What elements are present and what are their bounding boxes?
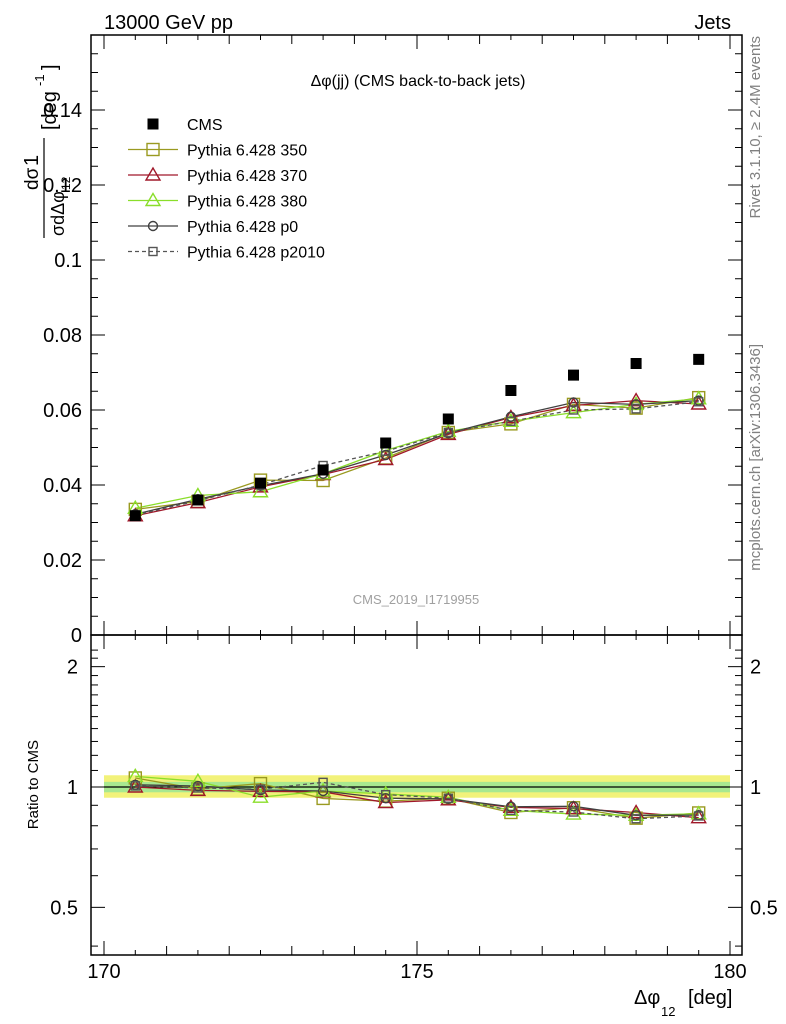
series-4-point (443, 427, 453, 438)
series-2-point (252, 483, 269, 498)
main-series-markers (127, 353, 707, 522)
legend-marker (147, 220, 159, 232)
ratio-y-tick-label: 2 (67, 657, 78, 679)
legend-marker (148, 246, 158, 257)
header-process-label: Jets (694, 12, 731, 34)
series-4-line (135, 401, 699, 516)
x-axis-label: Δφ 12 [deg] (634, 987, 732, 1019)
y-tick-label: 0.06 (43, 400, 82, 422)
series-4-ratio-line (135, 781, 699, 820)
cms-data-point (693, 353, 705, 365)
legend: CMS Pythia 6.428 350 Pythia 6.428 370 Pythi… (128, 117, 325, 262)
series-4-point (506, 416, 516, 426)
series-4-point (694, 397, 704, 407)
series-2-ratio-point (189, 772, 207, 788)
cms-data-point (129, 510, 141, 522)
series-4-ratio-point (568, 807, 579, 817)
x-axis-label-sub: 12 (661, 1004, 675, 1019)
mcplots-label: mcplots.cern.ch [arXiv:1306.3436] (747, 344, 764, 571)
series-4-ratio-point (193, 783, 203, 793)
ratio-y-tick-label: 1 (67, 777, 78, 799)
y-tick-label: 0.12 (43, 175, 82, 197)
y-axis-label-one: 1 (21, 155, 43, 166)
plot-title: Δφ(jj) (CMS back-to-back jets) (311, 73, 526, 90)
x-tick-label: 175 (400, 961, 433, 983)
y-tick-label: 0 (71, 625, 82, 647)
series-4-ratio-point (694, 811, 704, 821)
series-1-line (135, 399, 699, 517)
series-0-ratio-line (135, 777, 699, 819)
y-tick-label: 0.02 (43, 550, 82, 572)
series-2-line (135, 398, 699, 509)
legend-marker (146, 142, 160, 157)
axis-tick-labels: 170 175 180 0 0.02 0.04 0.06 0.08 0.1 0.12 0.14 0.5… (43, 100, 778, 983)
axis-ticks (91, 34, 742, 955)
legend-label: CMS (187, 117, 223, 134)
y-axis-label-denominator: σdΔφ (48, 191, 68, 236)
series-3-point (568, 397, 579, 408)
x-axis-label-main: Δφ (634, 987, 660, 1009)
header-energy-label: 13000 GeV pp (104, 12, 233, 34)
legend-marker (144, 166, 162, 181)
y-tick-label: 0.14 (43, 100, 82, 122)
ratio-y-tick-label-right: 0.5 (750, 897, 778, 919)
series-4-ratio-point (318, 777, 328, 788)
main-series-lines (135, 396, 699, 517)
ratio-series-markers (127, 768, 707, 825)
legend-label: Pythia 6.428 370 (187, 168, 307, 185)
cms-data-point (380, 437, 392, 449)
ratio-y-axis-label: Ratio to CMS (25, 740, 42, 829)
legend-label: Pythia 6.428 p0 (187, 219, 298, 236)
y-axis-label-unit-exp: -1 (32, 74, 47, 86)
series-2-ratio-point (252, 788, 269, 803)
series-4-point (631, 404, 641, 414)
cms-data-point (317, 464, 329, 476)
legend-label: Pythia 6.428 350 (187, 143, 307, 160)
legend-marker (147, 118, 159, 130)
cms-data-point (505, 385, 517, 396)
legend-label: Pythia 6.428 p2010 (187, 245, 325, 262)
y-axis-label-unit-close: ] (39, 64, 61, 70)
series-4-ratio-point (130, 781, 141, 791)
series-4-point (568, 405, 579, 415)
ratio-y-tick-label-right: 1 (750, 777, 761, 799)
y-axis-label-dsigma: dσ (22, 167, 43, 190)
analysis-watermark: CMS_2019_I1719955 (353, 592, 480, 607)
rivet-version-label: Rivet 3.1.10, ≥ 2.4M events (747, 36, 764, 219)
series-4-ratio-point (443, 793, 453, 803)
legend-marker (144, 192, 162, 207)
series-2-ratio-line (135, 775, 699, 816)
cms-data-point (442, 413, 454, 425)
series-3-line (135, 399, 699, 515)
series-3-ratio-point (568, 801, 579, 812)
ratio-series-lines (104, 775, 730, 820)
x-axis-label-unit: [deg] (688, 987, 732, 1009)
series-0-ratio-point (128, 771, 143, 785)
series-0-ratio-point (316, 791, 330, 806)
y-axis-label: 1 dσ σdΔφ 12 [deg -1 ] (21, 64, 73, 238)
series-1-point (502, 409, 520, 424)
y-axis-label-sub: 12 (59, 176, 73, 190)
series-4-ratio-point (631, 814, 641, 824)
series-0-line (135, 396, 699, 511)
series-4-ratio-point (506, 805, 516, 816)
y-tick-label: 0.08 (43, 325, 82, 347)
y-tick-label: 0.04 (43, 475, 82, 497)
series-4-ratio-point (381, 789, 391, 800)
ratio-y-tick-label-right: 2 (750, 657, 761, 679)
cms-data-point (630, 358, 642, 369)
series-4-ratio-point (255, 784, 266, 794)
series-1-point (627, 392, 645, 407)
x-tick-label: 170 (87, 961, 120, 983)
y-axis-label-unit: [deg (39, 91, 61, 130)
legend-label: Pythia 6.428 380 (187, 194, 307, 211)
y-tick-label: 0.1 (54, 250, 82, 272)
cms-data-point (255, 477, 266, 489)
ratio-y-tick-label: 0.5 (50, 897, 78, 919)
cms-data-point (192, 494, 204, 506)
x-tick-label: 180 (713, 961, 746, 983)
cms-data-point (568, 369, 579, 381)
